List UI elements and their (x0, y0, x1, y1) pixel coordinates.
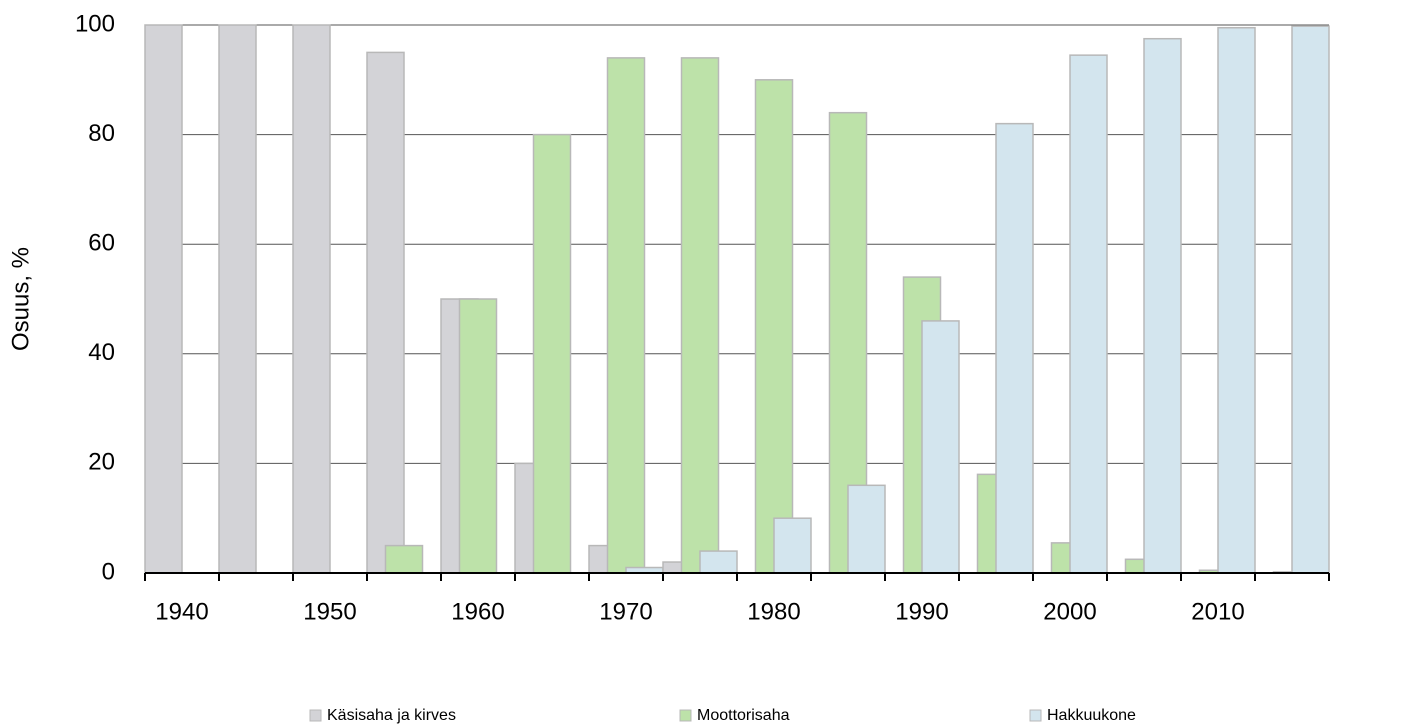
legend-label: Moottorisaha (697, 707, 790, 724)
x-tick-label: 1960 (451, 598, 504, 625)
y-tick-label: 80 (88, 120, 115, 147)
bar (606, 57, 646, 574)
bar (699, 550, 738, 574)
legend-label: Käsisaha ja kirves (327, 707, 456, 724)
bar (1143, 37, 1182, 574)
legend-swatch (1029, 709, 1042, 722)
legend-swatch (309, 709, 322, 722)
y-tick-label: 0 (102, 558, 115, 585)
bar (144, 24, 183, 574)
bar (458, 298, 498, 574)
bar (1069, 54, 1108, 574)
y-tick-label: 40 (88, 339, 115, 366)
bar (847, 484, 886, 574)
bar (366, 51, 405, 574)
x-tick-label: 1980 (747, 598, 800, 625)
bar (1217, 26, 1256, 574)
bar (384, 544, 424, 574)
x-tick-label: 1950 (303, 598, 356, 625)
bar (754, 79, 794, 574)
x-tick-label: 2010 (1191, 598, 1244, 625)
bar (292, 24, 331, 574)
x-tick-label: 1990 (895, 598, 948, 625)
bar (218, 24, 257, 574)
legend-label: Hakkuukone (1047, 707, 1136, 724)
bar (921, 320, 960, 574)
y-tick-label: 20 (88, 449, 115, 476)
x-tick-label: 2000 (1043, 598, 1096, 625)
bar (773, 517, 812, 574)
bar (995, 122, 1034, 574)
bar (532, 133, 572, 574)
legend-swatch (679, 709, 692, 722)
y-tick-label: 100 (75, 10, 115, 37)
y-axis-label: Osuus, % (7, 247, 34, 351)
bar (680, 57, 720, 574)
y-tick-label: 60 (88, 230, 115, 257)
x-tick-label: 1970 (599, 598, 652, 625)
x-tick-label: 1940 (155, 598, 208, 625)
bar (1291, 25, 1330, 574)
